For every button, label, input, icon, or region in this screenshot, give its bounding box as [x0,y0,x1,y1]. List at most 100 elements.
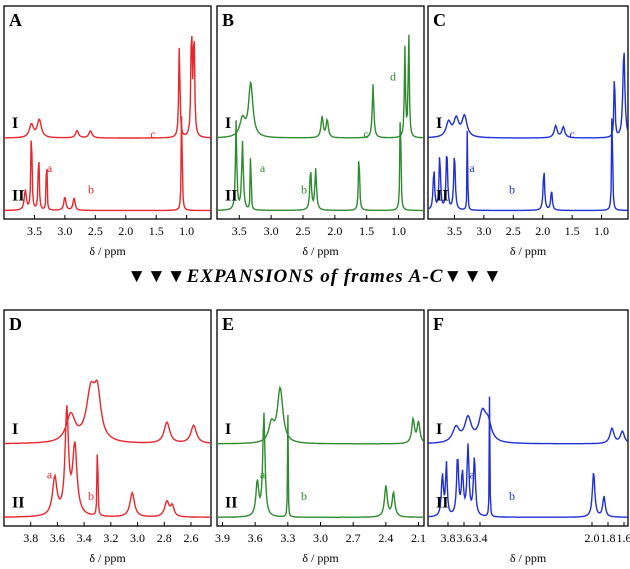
x-axis-label: δ / ppm [302,551,339,565]
trace-label: II [436,494,448,511]
tick-label: 1.0 [391,224,406,238]
tick-label: 3.0 [313,531,328,545]
tick-label: 1.5 [359,224,374,238]
peak-label: d [390,70,396,84]
panel-frame [3,5,212,220]
peak-label: b [509,182,515,196]
peak-label: a [47,161,53,175]
tick-label: 2.0 [118,224,133,238]
tick-label: 3.6 [248,531,263,545]
tick-label: 2.5 [88,224,103,238]
spectrum-trace-I [217,34,424,139]
tick-label: 3.8 [23,531,38,545]
peak-label: a [47,467,53,481]
peak-label: b [301,182,307,196]
tick-label: 3.0 [130,531,145,545]
spectrum-trace-I [428,407,628,445]
tick-label: 3.3 [280,531,295,545]
panel-letter: A [9,10,22,30]
spectrum-trace-II [428,118,628,212]
panel-letter: E [222,314,234,334]
tick-label: 3.9 [215,531,230,545]
tick-label: 3.4 [77,531,92,545]
peak-label: b [509,489,515,503]
peak-label: c [569,127,574,141]
tick-label: 3.2 [103,531,118,545]
trace-label: II [225,494,237,511]
panel-frame [3,309,212,527]
tick-label: 2.8 [157,531,172,545]
spectrum-trace-II [217,412,424,518]
tick-label: 2.0 [327,224,342,238]
panel-letter: F [433,314,444,334]
tick-label: 2.4 [378,531,393,545]
tick-label: 3.5 [27,224,42,238]
tick-label: 1.5 [149,224,164,238]
spectrum-trace-I [4,379,211,445]
tick-label: 3.5 [447,224,462,238]
peak-label: a [469,467,475,481]
x-axis-label: δ / ppm [510,244,547,258]
trace-label: I [12,421,18,438]
expansion-banner: ▼▼▼EXPANSIONS of frames A-C▼▼▼ [127,266,503,287]
tick-label: 2.5 [506,224,521,238]
x-axis-label: δ / ppm [89,551,126,565]
peak-label: b [88,182,94,196]
tick-label: 3.4 [473,531,488,545]
peak-label: b [88,489,94,503]
panel-frame [216,5,425,220]
spectrum-trace-II [428,396,628,518]
tick-label: 1.0 [179,224,194,238]
trace-label: I [225,421,231,438]
panel-letter: B [222,10,234,30]
tick-label: 3.0 [57,224,72,238]
tick-label: 2.1 [411,531,426,545]
tick-label: 3.6 [457,531,472,545]
trace-label: I [436,421,442,438]
peak-label: a [260,161,266,175]
spectrum-trace-II [217,120,424,212]
tick-label: 1.8 [601,531,616,545]
panel-letter: D [9,314,22,334]
peak-label: c [150,127,155,141]
tick-label: 3.5 [232,224,247,238]
tick-label: 1.5 [565,224,580,238]
tick-label: 2.0 [535,224,550,238]
tick-label: 3.8 [441,531,456,545]
trace-label: I [436,115,442,132]
peak-label: a [469,161,475,175]
tick-label: 3.0 [476,224,491,238]
tick-label: 2.7 [346,531,361,545]
trace-label: I [12,115,18,132]
trace-label: I [225,115,231,132]
tick-label: 1.6 [617,531,630,545]
tick-label: 1.0 [594,224,609,238]
x-axis-label: δ / ppm [510,551,547,565]
spectrum-trace-I [4,35,211,139]
tick-label: 3.6 [50,531,65,545]
trace-label: II [12,494,24,511]
trace-label: II [12,187,24,204]
x-axis-label: δ / ppm [302,244,339,258]
peak-label: a [260,467,266,481]
tick-label: 2.0 [585,531,600,545]
tick-label: 2.5 [295,224,310,238]
trace-label: II [436,187,448,204]
tick-label: 3.0 [264,224,279,238]
peak-label: b [301,489,307,503]
spectrum-trace-II [4,405,211,518]
spectrum-trace-I [217,385,424,445]
spectrum-trace-II [4,116,211,212]
panel-frame [427,5,629,220]
spectrum-trace-I [428,52,628,139]
panel-letter: C [433,10,446,30]
panel-frame [427,309,629,527]
peak-label: c [363,127,368,141]
